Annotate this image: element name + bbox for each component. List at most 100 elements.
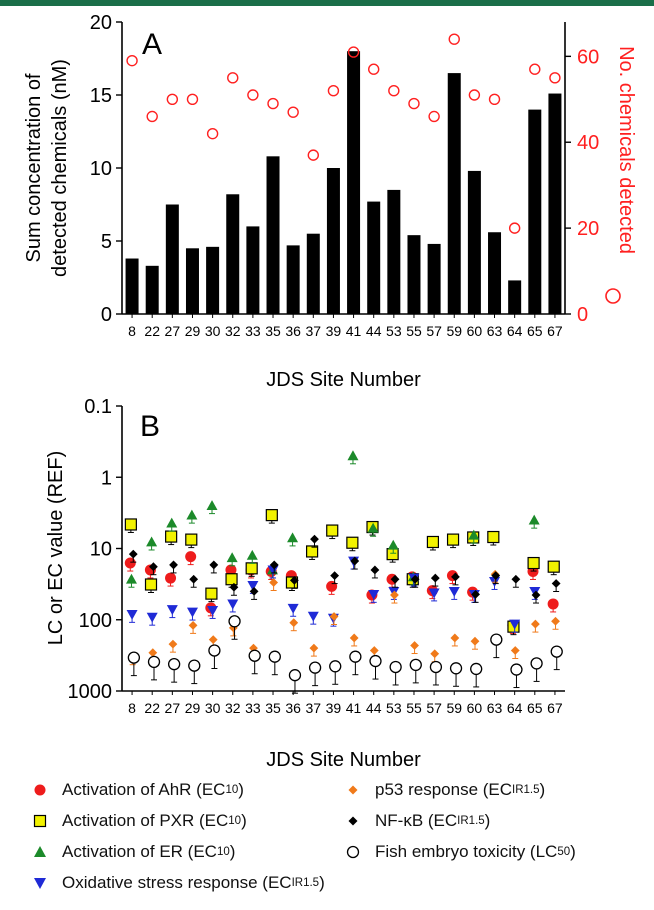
panel-a-xtick-label: 64: [507, 323, 523, 339]
point-triangle-down-site-27: [166, 605, 178, 616]
panel-a-y2label-marker: [605, 288, 621, 304]
bar-site-37: [306, 233, 320, 314]
point-diamond-site-59: [450, 633, 460, 643]
count-marker-site-32: [227, 72, 239, 84]
panel-a-xtick-label: 33: [245, 323, 261, 339]
count-marker-site-37: [307, 149, 319, 161]
point-square-site-33: [245, 562, 258, 575]
point-square-site-63: [487, 530, 500, 544]
point-diamond-site-35: [269, 560, 279, 570]
point-diamond-site-65: [530, 619, 540, 629]
panel-a-xtick-label: 32: [225, 323, 241, 339]
panel-b-xtick-label: 8: [128, 700, 136, 716]
point-square-site-57: [426, 535, 440, 549]
panel-a-xtick-label: 22: [144, 323, 160, 339]
point-diamond-site-64: [511, 574, 521, 584]
count-marker-site-65: [529, 63, 541, 75]
point-triangle-down-site-8: [126, 609, 138, 620]
panel-a-xtick-label: 36: [285, 323, 301, 339]
panel-b-xtick-label: 67: [547, 700, 563, 716]
panel-b-xtick-label: 32: [225, 700, 241, 716]
panel-a-y2label: No. chemicals detected: [615, 46, 637, 254]
point-diamond-site-39: [330, 571, 340, 580]
panel-a-xlabel: JDS Site Number: [266, 369, 421, 391]
point-triangle-up-site-22: [146, 536, 158, 547]
bar-site-27: [165, 204, 179, 314]
point-circle-open-site-60: [470, 662, 483, 676]
point-square-site-67: [547, 560, 560, 573]
point-diamond-site-35: [269, 578, 279, 587]
point-circle-open-site-65: [530, 657, 543, 670]
panel-b-ytick-label: 100: [79, 610, 112, 632]
point-circle-open-site-35: [268, 650, 281, 663]
bar-site-32: [226, 194, 240, 314]
point-triangle-down-site-37: [307, 611, 319, 622]
panel-b-ytick-label: 10: [90, 539, 112, 561]
point-square-site-41: [346, 536, 359, 549]
count-marker-site-60: [468, 89, 481, 101]
point-square-site-65: [527, 556, 540, 570]
panel-a-xtick-label: 41: [346, 323, 362, 339]
point-triangle-down-site-57: [428, 588, 440, 599]
point-circle-site-67: [547, 598, 559, 610]
point-diamond-site-36: [289, 618, 299, 628]
point-triangle-up-site-30: [206, 500, 218, 511]
point-diamond-site-44: [370, 565, 380, 575]
point-triangle-up-site-32: [226, 552, 238, 563]
point-circle-open-site-41: [349, 650, 362, 663]
point-triangle-down-site-59: [448, 586, 460, 597]
count-marker-site-53: [388, 85, 400, 97]
panel-b-ytick-label: 1: [101, 467, 112, 489]
point-triangle-up-site-29: [186, 509, 198, 520]
point-diamond-site-27: [169, 560, 178, 570]
point-triangle-up-site-33: [246, 549, 258, 560]
count-marker-site-22: [146, 110, 158, 123]
point-triangle-down-site-30: [207, 606, 219, 616]
panel-b-xlabel: JDS Site Number: [266, 749, 421, 771]
point-circle-open-site-63: [490, 633, 503, 646]
panel-a-xtick-label: 59: [446, 323, 462, 339]
point-triangle-up-site-41: [347, 450, 359, 461]
panel-a-ytick-label: 0: [101, 304, 112, 326]
count-marker-site-63: [488, 93, 501, 105]
point-circle-site-29: [185, 551, 197, 563]
panel-b-xtick-label: 36: [285, 700, 301, 716]
header-accent-bar: [0, 0, 654, 6]
point-square-site-29: [185, 533, 198, 546]
point-circle-open-site-44: [369, 654, 382, 668]
panel-a-letter: A: [142, 28, 162, 61]
point-diamond-site-65: [531, 590, 541, 600]
point-square-site-37: [305, 545, 319, 558]
panel-a-y2tick-label: 20: [577, 218, 599, 240]
point-circle-site-32: [225, 564, 237, 576]
count-marker-site-8: [126, 54, 138, 67]
panel-b-ytick-label: 1000: [68, 681, 113, 703]
point-diamond-site-44: [369, 646, 379, 655]
panel-a-y2tick-label: 0: [577, 304, 588, 326]
panel-b-xtick-label: 39: [326, 700, 342, 716]
point-triangle-down-site-29: [186, 607, 198, 618]
panel-a-xtick-label: 65: [527, 323, 543, 339]
point-triangle-up-site-44: [367, 522, 379, 533]
panel-b-xtick-label: 35: [265, 700, 281, 716]
point-diamond-site-39: [329, 612, 339, 621]
bar-site-30: [206, 246, 220, 314]
panel-a-xtick-label: 44: [366, 323, 382, 339]
point-circle-open-site-32: [228, 615, 241, 628]
point-circle-open-site-36: [288, 669, 302, 682]
bar-site-53: [387, 189, 401, 314]
point-triangle-down-site-64: [509, 619, 521, 630]
point-diamond-site-29: [189, 574, 199, 584]
point-diamond-site-33: [249, 586, 259, 596]
panel-a-xtick-label: 67: [547, 323, 563, 339]
panel-b-xtick-label: 57: [426, 700, 442, 716]
count-marker-site-33: [247, 89, 259, 101]
bar-site-60: [467, 170, 481, 314]
point-triangle-up-site-65: [528, 514, 540, 525]
point-diamond-site-37: [310, 534, 319, 544]
bar-site-57: [427, 243, 441, 314]
point-diamond-site-67: [551, 616, 560, 626]
point-diamond-site-53: [390, 574, 400, 584]
point-square-site-39: [326, 524, 339, 537]
count-marker-site-44: [368, 63, 380, 75]
